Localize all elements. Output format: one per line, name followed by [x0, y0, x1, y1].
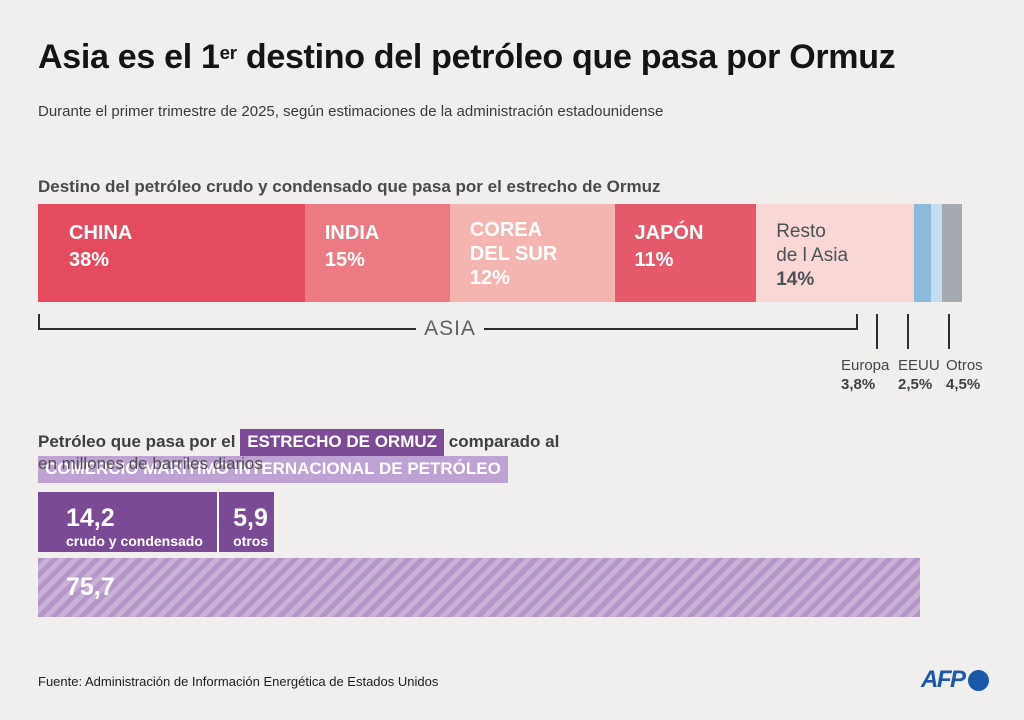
hormuz-bar: 14,2 crudo y condensado 5,9 otros: [38, 492, 274, 552]
segment-label-line1: COREA: [469, 219, 543, 241]
segment-value: 14%: [776, 269, 815, 290]
bar-segment-eeuu: [930, 204, 943, 302]
page-title: Asia es el 1er destino del petróleo que …: [38, 38, 988, 77]
eeuu-label-value: 2,5%: [898, 376, 933, 393]
asia-bracket-line-right: [484, 328, 858, 330]
segment-value: 38%: [69, 249, 110, 271]
section2-unit-label: en millones de barriles diarios: [38, 454, 263, 473]
source-note: Fuente: Administración de Información En…: [38, 674, 439, 689]
europa-callout-line: [876, 314, 878, 349]
europa-label: Europa 3,8%: [841, 356, 889, 394]
segment-label-line2: DEL SUR: [469, 243, 558, 265]
bar-segment-corea-del-sur: COREA DEL SUR 12%: [449, 204, 615, 302]
title-prefix: Asia es el 1: [38, 38, 220, 76]
asia-group-label: ASIA: [424, 317, 476, 340]
otros-label-name: Otros: [946, 357, 983, 374]
otros-label: Otros 4,5%: [946, 356, 983, 394]
section2-heading-prefix: Petróleo que pasa por el: [38, 432, 236, 451]
hormuz-otros-value: 5,9: [233, 504, 268, 532]
segment-value: 12%: [469, 267, 510, 289]
hormuz-otros-label: otros: [233, 533, 269, 550]
eeuu-label-name: EEUU: [898, 357, 940, 374]
asia-bracket-left-tick: [38, 314, 40, 330]
otros-label-value: 4,5%: [946, 376, 981, 393]
bar-segment-india: INDIA 15%: [304, 204, 450, 302]
page-subtitle: Durante el primer trimestre de 2025, seg…: [38, 103, 664, 120]
hormuz-crudo-value: 14,2: [66, 504, 115, 532]
asia-bracket-line-left: [38, 328, 416, 330]
trade-bar-value: 75,7: [66, 573, 115, 601]
segment-label-line1: Resto: [776, 221, 826, 242]
hormuz-crudo-label: crudo y condensado: [66, 533, 203, 550]
segment-label: JAPÓN: [634, 222, 704, 244]
europa-label-value: 3,8%: [841, 376, 876, 393]
bar-segment-resto-asia: Resto de l Asia 14%: [756, 204, 915, 302]
bar-segment-china: CHINA 38%: [38, 204, 305, 302]
title-superscript: er: [219, 41, 237, 63]
comercio-maritimo-badge: COMERCIO MARÍTIMO INTERNACIONAL DE PETRÓ…: [38, 456, 508, 483]
eeuu-callout-line: [907, 314, 909, 349]
segment-label: INDIA: [324, 222, 380, 244]
otros-callout-line: [948, 314, 950, 349]
asia-bracket-right-tick: [856, 314, 858, 330]
afp-logo-text: AFP: [921, 666, 966, 693]
hormuz-segment-otros: 5,9 otros: [217, 492, 274, 552]
afp-logo: AFP: [921, 666, 989, 694]
segment-value: 15%: [324, 249, 365, 271]
trade-bar: 75,7: [38, 558, 920, 617]
section2-heading: Petróleo que pasa por el ESTRECHO DE ORM…: [38, 429, 978, 483]
title-suffix: destino del petróleo que pasa por Ormuz: [236, 38, 896, 76]
segment-label-line2: de l Asia: [776, 245, 849, 266]
segment-value: 11%: [634, 249, 674, 271]
bar-segment-japon: JAPÓN 11%: [614, 204, 757, 302]
bar-segment-europa: [914, 204, 931, 302]
estrecho-ormuz-badge: ESTRECHO DE ORMUZ: [240, 429, 445, 456]
section1-heading: Destino del petróleo crudo y condensado …: [38, 177, 661, 196]
destination-stacked-bar: CHINA 38% INDIA 15% COREA DEL SUR 12% JA…: [38, 204, 963, 302]
segment-label: CHINA: [69, 222, 133, 244]
section2-heading-middle: comparado al: [448, 432, 560, 451]
bar-segment-otros: [942, 204, 963, 302]
europa-label-name: Europa: [841, 357, 890, 374]
afp-globe-icon: [967, 669, 989, 691]
hormuz-segment-crudo: 14,2 crudo y condensado: [38, 492, 218, 552]
eeuu-label: EEUU 2,5%: [898, 356, 940, 394]
